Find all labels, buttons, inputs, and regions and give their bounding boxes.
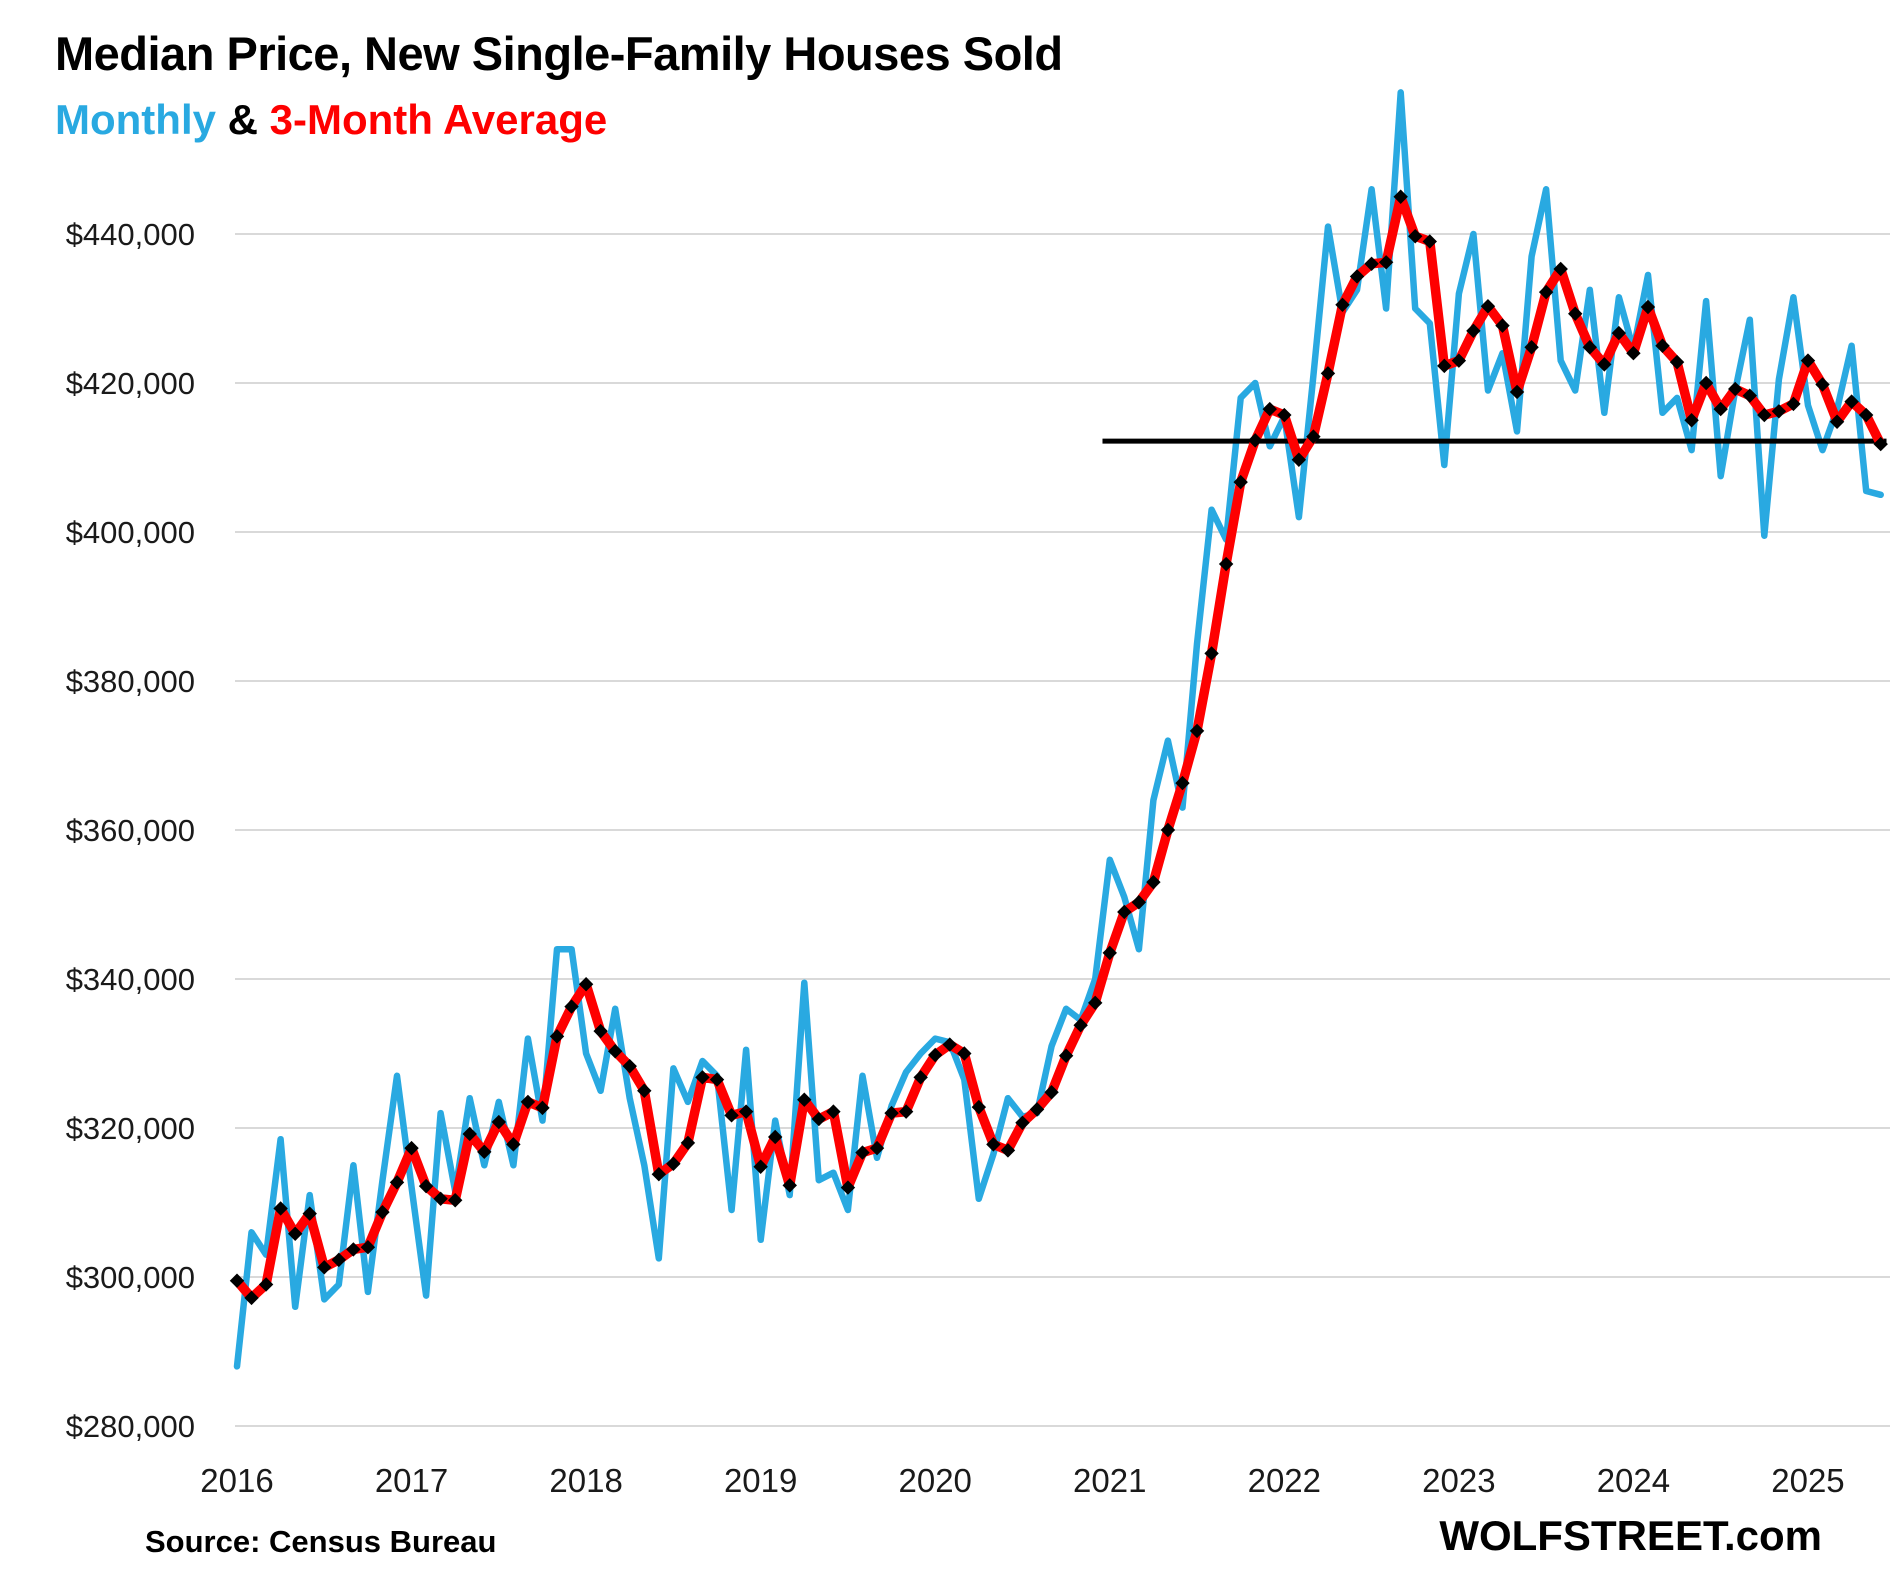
average-diamond-marker [1291,452,1307,467]
average-diamond-marker [1160,822,1176,838]
monthly-series-line [233,89,1884,1370]
x-axis-tick-label: 2023 [1422,1462,1495,1499]
average-diamond-marker [258,1277,274,1292]
average-diamond-marker [1204,646,1219,661]
chart-title: Median Price, New Single-Family Houses S… [55,27,1063,80]
average-diamond-marker [1073,1017,1088,1033]
average-diamond-marker [927,1047,943,1063]
average-series-line [232,192,1886,1303]
legend-separator: & [215,96,270,143]
average-diamond-marker [462,1126,477,1142]
average-diamond-marker [389,1175,405,1190]
average-diamond-marker [273,1201,288,1216]
average-diamond-marker [797,1092,812,1107]
source-note: Source: Census Bureau [145,1524,497,1559]
average-diamond-marker [418,1178,434,1194]
average-diamond-marker [520,1094,536,1110]
average-diamond-marker [884,1105,899,1121]
average-diamond-marker [637,1083,652,1098]
legend-average-label: 3-Month Average [269,96,608,143]
y-axis-tick-label: $420,000 [66,366,195,401]
y-axis-tick-label: $340,000 [66,962,195,997]
average-diamond-marker [1029,1102,1045,1117]
x-axis-tick-label: 2019 [724,1462,797,1499]
average-diamond-marker [549,1029,565,1044]
average-diamond-marker [986,1137,1001,1152]
legend-monthly-label: Monthly [55,96,216,143]
average-diamond-marker [244,1290,259,1306]
average-diamond-marker [1102,945,1117,961]
y-axis-tick-label: $320,000 [66,1111,195,1146]
average-diamond-marker [1015,1115,1030,1130]
average-diamond-marker [593,1023,608,1039]
average-diamond-marker [506,1137,521,1152]
average-diamond-marker [477,1144,492,1160]
average-diamond-marker [1058,1048,1074,1063]
average-diamond-marker [1437,358,1452,374]
average-diamond-marker [898,1104,914,1119]
x-axis-tick-label: 2021 [1073,1462,1146,1499]
x-axis-tick-label: 2016 [200,1462,273,1499]
average-diamond-marker [840,1180,856,1195]
average-diamond-marker [331,1252,347,1268]
y-axis-tick-label: $360,000 [66,813,195,848]
average-diamond-marker [1175,775,1190,791]
x-axis-tick-label: 2025 [1771,1462,1844,1499]
average-diamond-marker [229,1273,245,1288]
x-axis-tick-label: 2017 [375,1462,448,1499]
x-axis-tick-label: 2024 [1597,1462,1670,1499]
average-diamond-marker [1248,433,1263,448]
y-axis-tick-label: $440,000 [66,217,195,252]
average-diamond-marker [1422,234,1437,249]
average-diamond-marker [1524,340,1539,355]
average-diamond-marker [447,1193,463,1208]
average-diamond-marker [1189,723,1205,739]
average-diamond-marker [680,1135,696,1151]
y-axis-tick-label: $400,000 [66,515,195,550]
average-diamond-marker [767,1129,783,1145]
average-diamond-marker [433,1191,448,1206]
average-diamond-marker [1786,396,1801,412]
x-axis-tick-label: 2020 [898,1462,971,1499]
average-diamond-marker [622,1058,637,1074]
average-diamond-marker [564,999,579,1014]
average-diamond-marker [855,1145,870,1160]
average-diamond-marker [317,1260,332,1275]
average-diamond-marker [1364,256,1379,272]
y-axis-tick-label: $300,000 [66,1260,195,1295]
average-diamond-marker [578,977,594,992]
x-axis-tick-label: 2022 [1248,1462,1321,1499]
average-diamond-marker [971,1099,987,1115]
average-diamond-marker [404,1140,419,1156]
chart-subtitle: Monthly & 3-Month Average [55,96,607,144]
x-axis-tick-label: 2018 [549,1462,622,1499]
average-diamond-marker [1131,895,1147,910]
average-diamond-marker [1538,284,1554,300]
site-branding: WOLFSTREET.com [1439,1512,1822,1559]
average-diamond-marker [1582,340,1597,355]
average-diamond-marker [360,1239,376,1255]
y-axis-tick-label: $380,000 [66,664,195,699]
average-diamond-marker [724,1108,739,1123]
y-axis-tick-label: $280,000 [66,1409,195,1444]
